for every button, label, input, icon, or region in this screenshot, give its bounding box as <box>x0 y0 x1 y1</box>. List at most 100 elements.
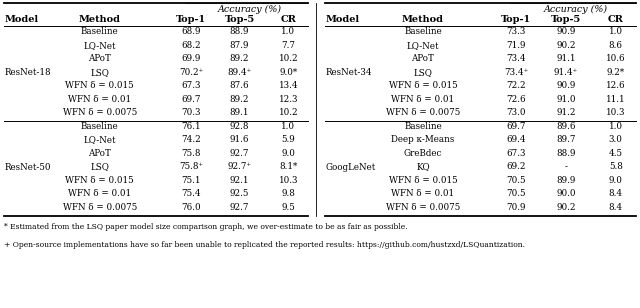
Text: 92.7⁺: 92.7⁺ <box>228 162 252 171</box>
Text: 92.5: 92.5 <box>230 189 250 198</box>
Text: 92.7: 92.7 <box>230 149 250 158</box>
Text: 91.1: 91.1 <box>556 54 576 63</box>
Text: 69.7: 69.7 <box>506 122 526 131</box>
Text: CR: CR <box>608 14 624 24</box>
Text: 71.9: 71.9 <box>506 41 526 50</box>
Text: Baseline: Baseline <box>81 122 118 131</box>
Text: 67.3: 67.3 <box>181 81 201 90</box>
Text: LQ-Net: LQ-Net <box>83 41 116 50</box>
Text: WFN δ = 0.0075: WFN δ = 0.0075 <box>386 203 460 212</box>
Text: 10.3: 10.3 <box>606 108 625 117</box>
Text: 10.6: 10.6 <box>606 54 625 63</box>
Text: 9.0*: 9.0* <box>279 68 298 77</box>
Text: 91.2: 91.2 <box>556 108 576 117</box>
Text: 75.1: 75.1 <box>181 176 201 185</box>
Text: 92.7: 92.7 <box>230 203 250 212</box>
Text: + Open-source implementations have so far been unable to replicated the reported: + Open-source implementations have so fa… <box>4 241 525 249</box>
Text: 9.2*: 9.2* <box>607 68 625 77</box>
Text: 13.4: 13.4 <box>278 81 298 90</box>
Text: 74.2: 74.2 <box>181 135 201 144</box>
Text: LSQ: LSQ <box>413 68 433 77</box>
Text: LQ-Net: LQ-Net <box>406 41 439 50</box>
Text: 5.9: 5.9 <box>282 135 295 144</box>
Text: WFN δ = 0.015: WFN δ = 0.015 <box>388 81 457 90</box>
Text: 73.3: 73.3 <box>507 27 526 36</box>
Text: 90.2: 90.2 <box>556 203 576 212</box>
Text: 88.9: 88.9 <box>556 149 576 158</box>
Text: WFN δ = 0.01: WFN δ = 0.01 <box>68 189 131 198</box>
Text: 89.9: 89.9 <box>556 176 576 185</box>
Text: 8.4: 8.4 <box>609 203 623 212</box>
Text: 69.9: 69.9 <box>181 54 201 63</box>
Text: 1.0: 1.0 <box>281 122 295 131</box>
Text: 70.3: 70.3 <box>181 108 201 117</box>
Text: ResNet-34: ResNet-34 <box>326 68 372 77</box>
Text: 89.6: 89.6 <box>556 122 576 131</box>
Text: 10.3: 10.3 <box>278 176 298 185</box>
Text: APoT: APoT <box>88 54 111 63</box>
Text: Accuracy (%): Accuracy (%) <box>218 5 282 14</box>
Text: LSQ: LSQ <box>90 68 109 77</box>
Text: 70.5: 70.5 <box>506 189 526 198</box>
Text: Top-1: Top-1 <box>501 14 531 24</box>
Text: 92.1: 92.1 <box>230 176 250 185</box>
Text: 9.8: 9.8 <box>282 189 295 198</box>
Text: 8.1*: 8.1* <box>279 162 298 171</box>
Text: 87.6: 87.6 <box>230 81 250 90</box>
Text: 5.8: 5.8 <box>609 162 623 171</box>
Text: CR: CR <box>280 14 296 24</box>
Text: 8.6: 8.6 <box>609 41 623 50</box>
Text: 73.4: 73.4 <box>506 54 526 63</box>
Text: 76.1: 76.1 <box>181 122 201 131</box>
Text: 89.1: 89.1 <box>230 108 250 117</box>
Text: * Estimated from the LSQ paper model size comparison graph, we over-estimate to : * Estimated from the LSQ paper model siz… <box>4 223 408 231</box>
Text: Accuracy (%): Accuracy (%) <box>544 5 608 14</box>
Text: 4.5: 4.5 <box>609 149 623 158</box>
Text: 75.8⁺: 75.8⁺ <box>179 162 203 171</box>
Text: 69.2: 69.2 <box>506 162 526 171</box>
Text: 72.6: 72.6 <box>506 95 526 104</box>
Text: 1.0: 1.0 <box>609 27 623 36</box>
Text: 75.8: 75.8 <box>181 149 201 158</box>
Text: WFN δ = 0.0075: WFN δ = 0.0075 <box>63 108 137 117</box>
Text: 10.2: 10.2 <box>278 108 298 117</box>
Text: 89.4⁺: 89.4⁺ <box>227 68 252 77</box>
Text: WFN δ = 0.015: WFN δ = 0.015 <box>388 176 457 185</box>
Text: KQ: KQ <box>416 162 430 171</box>
Text: 70.2⁺: 70.2⁺ <box>179 68 203 77</box>
Text: 70.5: 70.5 <box>506 176 526 185</box>
Text: 7.7: 7.7 <box>281 41 295 50</box>
Text: -: - <box>564 162 568 171</box>
Text: APoT: APoT <box>412 54 435 63</box>
Text: Top-5: Top-5 <box>551 14 581 24</box>
Text: 90.9: 90.9 <box>556 81 576 90</box>
Text: 9.0: 9.0 <box>282 149 295 158</box>
Text: Deep κ-Means: Deep κ-Means <box>391 135 454 144</box>
Text: 92.8: 92.8 <box>230 122 250 131</box>
Text: WFN δ = 0.01: WFN δ = 0.01 <box>392 95 454 104</box>
Text: WFN δ = 0.015: WFN δ = 0.015 <box>65 81 134 90</box>
Text: 68.2: 68.2 <box>181 41 201 50</box>
Text: 76.0: 76.0 <box>181 203 201 212</box>
Text: 89.2: 89.2 <box>230 54 250 63</box>
Text: Baseline: Baseline <box>404 27 442 36</box>
Text: Top-5: Top-5 <box>225 14 255 24</box>
Text: 12.6: 12.6 <box>606 81 625 90</box>
Text: WFN δ = 0.015: WFN δ = 0.015 <box>65 176 134 185</box>
Text: 8.4: 8.4 <box>609 189 623 198</box>
Text: ResNet-18: ResNet-18 <box>5 68 52 77</box>
Text: WFN δ = 0.01: WFN δ = 0.01 <box>392 189 454 198</box>
Text: 70.9: 70.9 <box>506 203 526 212</box>
Text: WFN δ = 0.01: WFN δ = 0.01 <box>68 95 131 104</box>
Text: 90.2: 90.2 <box>556 41 576 50</box>
Text: Method: Method <box>402 14 444 24</box>
Text: 1.0: 1.0 <box>609 122 623 131</box>
Text: 67.3: 67.3 <box>506 149 526 158</box>
Text: WFN δ = 0.0075: WFN δ = 0.0075 <box>386 108 460 117</box>
Text: 69.4: 69.4 <box>506 135 526 144</box>
Text: 11.1: 11.1 <box>606 95 625 104</box>
Text: APoT: APoT <box>88 149 111 158</box>
Text: WFN δ = 0.0075: WFN δ = 0.0075 <box>63 203 137 212</box>
Text: 9.5: 9.5 <box>282 203 295 212</box>
Text: Model: Model <box>326 14 360 24</box>
